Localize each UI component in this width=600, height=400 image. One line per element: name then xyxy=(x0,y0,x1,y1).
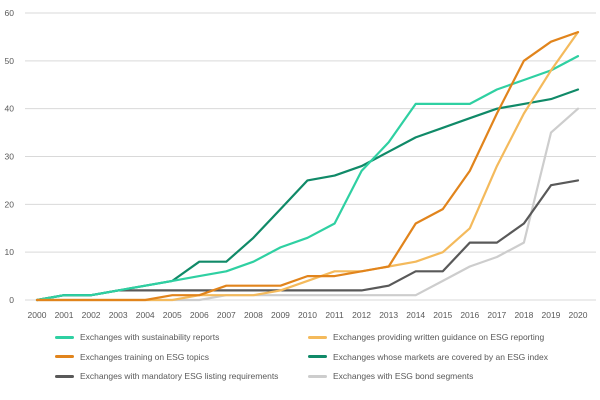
y-axis-tick-40: 40 xyxy=(5,104,15,114)
x-axis-tick-2016: 2016 xyxy=(460,310,479,320)
legend-swatch-icon xyxy=(308,335,327,339)
x-axis-tick-2014: 2014 xyxy=(406,310,425,320)
x-axis-tick-2000: 2000 xyxy=(28,310,47,320)
legend-swatch-icon xyxy=(55,355,74,359)
legend-item-bond-segments: Exchanges with ESG bond segments xyxy=(308,372,595,381)
series-line-4 xyxy=(35,179,580,302)
legend-swatch-icon xyxy=(55,335,74,339)
series-line-1 xyxy=(35,30,580,302)
x-axis-tick-2010: 2010 xyxy=(298,310,317,320)
chart-canvas: 0 10 20 30 40 50 60 2000 2001 2002 2003 2004 2005 200… xyxy=(5,8,596,320)
legend-item-written-guidance: Exchanges providing written guidance on … xyxy=(308,333,595,342)
legend-swatch-icon xyxy=(308,355,327,359)
legend-item-esg-index: Exchanges whose markets are covered by a… xyxy=(308,351,595,362)
x-axis-tick-2007: 2007 xyxy=(217,310,236,320)
y-axis-tick-0: 0 xyxy=(9,295,14,305)
legend-item-mandatory-listing: Exchanges with mandatory ESG listing req… xyxy=(55,372,308,381)
x-axis-tick-2013: 2013 xyxy=(379,310,398,320)
legend-swatch-icon xyxy=(308,374,327,378)
x-axis-tick-2001: 2001 xyxy=(55,310,74,320)
chart-legend: Exchanges with sustainability reports Ex… xyxy=(55,333,595,381)
x-axis-tick-2019: 2019 xyxy=(541,310,560,320)
legend-label: Exchanges providing written guidance on … xyxy=(333,332,545,342)
legend-label: Exchanges with sustainability reports xyxy=(80,332,220,342)
x-axis-tick-2015: 2015 xyxy=(433,310,452,320)
legend-label: Exchanges with mandatory ESG listing req… xyxy=(80,371,279,381)
x-axis-tick-2008: 2008 xyxy=(244,310,263,320)
x-axis-tick-2011: 2011 xyxy=(325,310,344,320)
y-axis-tick-50: 50 xyxy=(5,56,15,66)
y-axis-tick-60: 60 xyxy=(5,8,15,18)
legend-item-sustainability-reports: Exchanges with sustainability reports xyxy=(55,333,308,342)
y-axis-tick-30: 30 xyxy=(5,152,15,162)
y-axis-tick-20: 20 xyxy=(5,199,15,209)
x-axis-tick-2002: 2002 xyxy=(82,310,101,320)
legend-swatch-icon xyxy=(55,374,74,378)
x-axis-tick-2004: 2004 xyxy=(136,310,155,320)
x-axis-tick-2009: 2009 xyxy=(271,310,290,320)
x-axis-tick-2017: 2017 xyxy=(487,310,506,320)
x-axis-tick-2005: 2005 xyxy=(163,310,182,320)
x-axis-tick-2003: 2003 xyxy=(109,310,128,320)
series-line-0 xyxy=(35,54,580,302)
y-axis-tick-10: 10 xyxy=(5,247,15,257)
legend-label: Exchanges whose markets are covered by a… xyxy=(333,351,548,362)
x-axis-tick-2006: 2006 xyxy=(190,310,209,320)
legend-label: Exchanges with ESG bond segments xyxy=(333,371,474,381)
legend-item-training: Exchanges training on ESG topics xyxy=(55,351,308,362)
x-axis-tick-2012: 2012 xyxy=(352,310,371,320)
series-line-2 xyxy=(35,30,580,302)
legend-label: Exchanges training on ESG topics xyxy=(80,351,209,362)
x-axis-tick-2018: 2018 xyxy=(514,310,533,320)
x-axis-tick-2020: 2020 xyxy=(569,310,588,320)
series-line-3 xyxy=(35,88,580,302)
